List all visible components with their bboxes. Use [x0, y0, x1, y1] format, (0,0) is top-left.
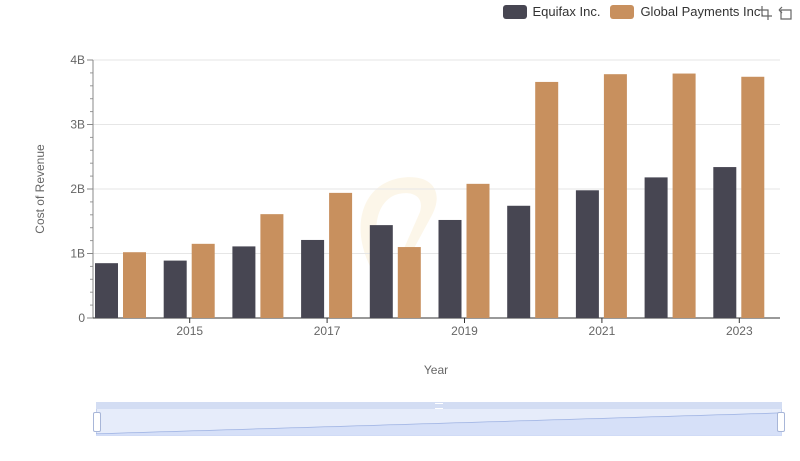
x-tick-label: 2023 — [726, 324, 753, 338]
y-tick-label: 2B — [70, 182, 85, 196]
legend: Equifax Inc. Global Payments Inc. — [502, 4, 764, 19]
bar-2019-global-payments — [466, 183, 490, 318]
legend-label-global-payments: Global Payments Inc. — [640, 4, 764, 19]
bar-2015-global-payments — [191, 243, 215, 318]
grip-icon — [435, 403, 443, 409]
legend-swatch-global-payments — [610, 4, 635, 19]
bar-2021-global-payments — [603, 74, 627, 318]
bar-2017-global-payments — [329, 192, 353, 318]
bar-2022-equifax — [644, 177, 668, 318]
toolbox — [758, 6, 792, 20]
legend-item-global-payments[interactable]: Global Payments Inc. — [610, 4, 764, 19]
x-axis-title: Year — [423, 363, 449, 377]
bar-2018-equifax — [369, 225, 393, 318]
bar-2017-equifax — [301, 239, 325, 318]
bar-2014-global-payments — [123, 252, 146, 318]
bar-2015-equifax — [163, 260, 187, 318]
bar-2020-equifax — [507, 205, 531, 318]
bar-2016-equifax — [232, 246, 256, 318]
bar-2019-equifax — [438, 219, 462, 318]
data-zoom-handle-right[interactable] — [777, 412, 785, 432]
zoom-icon[interactable] — [758, 6, 772, 20]
data-zoom-slider[interactable] — [93, 402, 785, 436]
restore-icon[interactable] — [778, 6, 792, 20]
y-tick-label: 3B — [70, 118, 85, 132]
x-tick-label: 2017 — [314, 324, 341, 338]
legend-swatch-equifax — [502, 4, 527, 19]
bar-2018-global-payments — [397, 247, 421, 318]
legend-item-equifax[interactable]: Equifax Inc. — [502, 4, 601, 19]
y-tick-label: 1B — [70, 247, 85, 261]
y-axis-title: Cost of Revenue — [33, 144, 47, 234]
bar-2023-global-payments — [741, 76, 765, 319]
bar-2020-global-payments — [535, 81, 559, 319]
x-tick-label: 2015 — [176, 324, 203, 338]
data-zoom-preview — [96, 412, 782, 436]
bar-2021-equifax — [575, 190, 599, 318]
x-tick-label: 2019 — [451, 324, 478, 338]
y-tick-label: 0 — [78, 311, 85, 325]
x-tick-label: 2021 — [589, 324, 616, 338]
y-tick-label: 4B — [70, 53, 85, 67]
legend-label-equifax: Equifax Inc. — [532, 4, 601, 19]
data-zoom-handle-left[interactable] — [93, 412, 101, 432]
data-zoom-move-bar[interactable] — [96, 402, 782, 409]
bar-2022-global-payments — [672, 73, 696, 318]
bar-2016-global-payments — [260, 214, 284, 318]
bar-2014-equifax — [95, 263, 118, 318]
bar-2023-equifax — [713, 167, 737, 318]
watermark-logo — [360, 177, 437, 270]
